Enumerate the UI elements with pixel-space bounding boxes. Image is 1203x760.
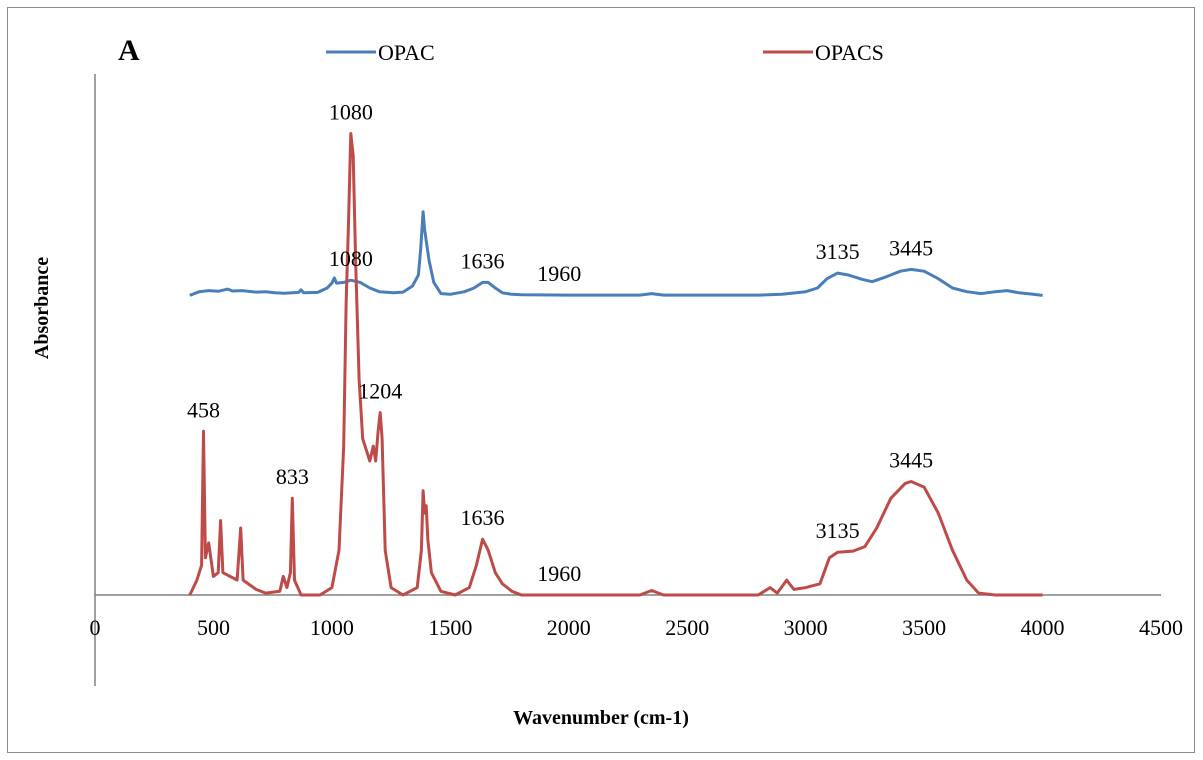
x-tick-label: 1500 xyxy=(428,615,472,640)
x-tick-label: 0 xyxy=(90,615,101,640)
y-axis-title: Absorbance xyxy=(31,257,53,359)
peak-label: 3135 xyxy=(816,518,860,543)
peak-label: 1960 xyxy=(537,561,581,586)
chart-svg: A OPAC OPACS 0 500 1000 1500 2000 2500 3000 350… xyxy=(31,34,1184,729)
x-tick-label: 4500 xyxy=(1139,615,1183,640)
peak-label: 3445 xyxy=(889,235,933,260)
x-tick-label: 2500 xyxy=(665,615,709,640)
legend: OPAC OPACS xyxy=(326,40,884,65)
chart-frame: A OPAC OPACS 0 500 1000 1500 2000 2500 3000 350… xyxy=(7,7,1195,753)
peak-label: 1204 xyxy=(358,379,402,404)
peak-label: 1636 xyxy=(461,248,505,273)
x-tick-label: 3500 xyxy=(902,615,946,640)
x-tick-label: 500 xyxy=(197,615,230,640)
peak-label: 1636 xyxy=(461,505,505,530)
series-layer xyxy=(188,132,1043,597)
x-tick-labels: 0 500 1000 1500 2000 2500 3000 3500 4000 4500 xyxy=(90,615,1184,640)
peak-labels: 1636 1080 1960 3135 3445 1080 1204 458 833 1636 19… xyxy=(187,100,933,586)
peak-label: 3135 xyxy=(816,239,860,264)
x-tick-label: 1000 xyxy=(310,615,354,640)
series-line-opac xyxy=(189,210,1043,297)
x-tick-label: 2000 xyxy=(547,615,591,640)
x-tick-label: 4000 xyxy=(1021,615,1065,640)
peak-label: 833 xyxy=(276,464,309,489)
series-line-opacs xyxy=(188,132,1043,597)
peak-label: 1080 xyxy=(329,100,373,125)
peak-label: 3445 xyxy=(889,447,933,472)
panel-letter: A xyxy=(118,34,140,67)
peak-label: 1080 xyxy=(329,246,373,271)
legend-label-opacs: OPACS xyxy=(815,40,884,65)
peak-label: 458 xyxy=(187,397,220,422)
peak-label: 1960 xyxy=(537,261,581,286)
legend-label-opac: OPAC xyxy=(378,40,435,65)
x-tick-label: 3000 xyxy=(784,615,828,640)
x-axis-title: Wavenumber (cm-1) xyxy=(513,707,689,729)
